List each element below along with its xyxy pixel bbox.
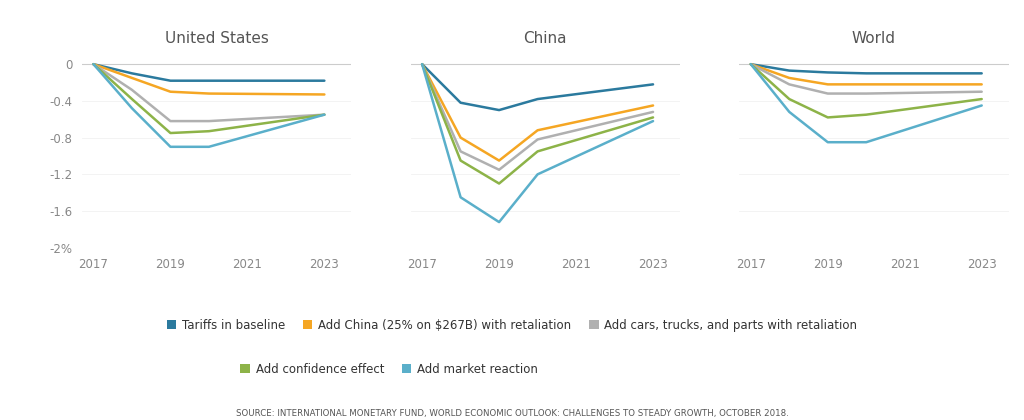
Legend: Add confidence effect, Add market reaction: Add confidence effect, Add market reacti… [236,358,543,381]
Legend: Tariffs in baseline, Add China (25% on $267B) with retaliation, Add cars, trucks: Tariffs in baseline, Add China (25% on $… [162,314,862,336]
Text: SOURCE: INTERNATIONAL MONETARY FUND, WORLD ECONOMIC OUTLOOK: CHALLENGES TO STEAD: SOURCE: INTERNATIONAL MONETARY FUND, WOR… [236,409,788,418]
Title: United States: United States [165,32,268,47]
Title: World: World [852,32,896,47]
Title: China: China [523,32,567,47]
